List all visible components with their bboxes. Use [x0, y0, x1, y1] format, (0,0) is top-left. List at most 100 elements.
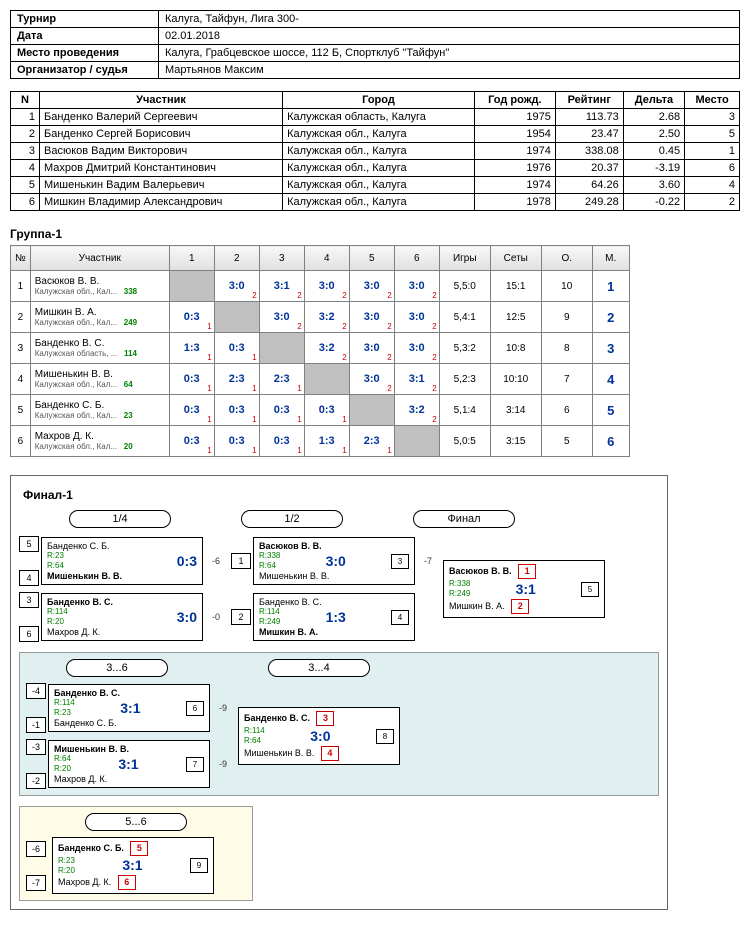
participant-city: Калужская обл., Калуга: [283, 160, 475, 177]
group-header: 2: [214, 246, 259, 271]
sets: 10:8: [490, 333, 541, 364]
delta: -0.22: [623, 194, 684, 211]
seed: 3: [19, 592, 39, 608]
match-box: Васюков В. В. 1 R:338R:249 3:1 5 Мишкин …: [443, 560, 605, 617]
info-value: Калуга, Тайфун, Лига 300-: [159, 11, 740, 28]
games: 5,2:3: [439, 364, 490, 395]
group-header: Игры: [439, 246, 490, 271]
diag-cell: [259, 333, 304, 364]
bracket-container: Финал-1 1/41/2Финал 54 Банденко С. Б. R:…: [10, 475, 668, 910]
delta: 2.50: [623, 126, 684, 143]
sets: 3:14: [490, 395, 541, 426]
group-header: 6: [394, 246, 439, 271]
score-cell: 0:31: [169, 426, 214, 457]
sets: 12:5: [490, 302, 541, 333]
participant-city: Калужская обл., Калуга: [283, 177, 475, 194]
group-player: Мишенькин В. В.Калужская обл., Кал... 64: [30, 364, 169, 395]
participant-name: Банденко Сергей Борисович: [40, 126, 283, 143]
info-label: Организатор / судья: [11, 62, 159, 79]
score-cell: 0:31: [304, 395, 349, 426]
participant-name: Мишенькин Вадим Валерьевич: [40, 177, 283, 194]
row-num: 5: [11, 177, 40, 194]
round-label: 1/2: [241, 510, 343, 528]
sets: 3:15: [490, 426, 541, 457]
place: 5: [685, 126, 740, 143]
diag-cell: [349, 395, 394, 426]
group-row-num: 6: [11, 426, 31, 457]
group-header: М.: [592, 246, 629, 271]
score-cell: 0:31: [214, 395, 259, 426]
score-cell: 0:31: [169, 395, 214, 426]
points: 8: [541, 333, 592, 364]
match-box: Банденко В. С. R:114R:23 3:1 6 Банденко …: [48, 684, 210, 733]
delta: -3.19: [623, 160, 684, 177]
rating: 249.28: [555, 194, 623, 211]
year: 1975: [474, 109, 555, 126]
rating: 113.73: [555, 109, 623, 126]
seed: -6: [26, 841, 46, 857]
seed: -7: [26, 875, 46, 891]
seed: 5: [19, 536, 39, 552]
diag-cell: [304, 364, 349, 395]
year: 1976: [474, 160, 555, 177]
info-value: Мартьянов Максим: [159, 62, 740, 79]
group-place: 5: [592, 395, 629, 426]
participant-city: Калужская обл., Калуга: [283, 126, 475, 143]
group-row-num: 3: [11, 333, 31, 364]
score-cell: 3:02: [349, 302, 394, 333]
row-num: 6: [11, 194, 40, 211]
delta: 0.45: [623, 143, 684, 160]
participant-name: Махров Дмитрий Константинович: [40, 160, 283, 177]
group-header: 1: [169, 246, 214, 271]
group-row-num: 5: [11, 395, 31, 426]
score-cell: 3:22: [304, 333, 349, 364]
info-label: Дата: [11, 28, 159, 45]
rating: 338.08: [555, 143, 623, 160]
match-box: Мишенькин В. В. R:64R:20 3:1 7 Махров Д.…: [48, 740, 210, 789]
games: 5,4:1: [439, 302, 490, 333]
group-header: 5: [349, 246, 394, 271]
group-title: Группа-1: [10, 227, 740, 241]
score-cell: 2:31: [259, 364, 304, 395]
col-header: Участник: [40, 92, 283, 109]
score-cell: 3:02: [394, 302, 439, 333]
participants-table: NУчастникГородГод рожд.РейтингДельтаМест…: [10, 91, 740, 211]
col-header: N: [11, 92, 40, 109]
seed: -1: [26, 717, 46, 733]
score-cell: 0:31: [214, 426, 259, 457]
group-player: Банденко С. Б.Калужская обл., Кал... 23: [30, 395, 169, 426]
group-header: 4: [304, 246, 349, 271]
row-num: 3: [11, 143, 40, 160]
group-player: Васюков В. В.Калужская обл., Кал... 338: [30, 271, 169, 302]
group-header: Сеты: [490, 246, 541, 271]
group-player: Банденко В. С.Калужская область, ... 114: [30, 333, 169, 364]
score-cell: 0:31: [214, 333, 259, 364]
round-label: 1/4: [69, 510, 171, 528]
participant-name: Мишкин Владимир Александрович: [40, 194, 283, 211]
score-cell: 2:31: [214, 364, 259, 395]
seed: -2: [26, 773, 46, 789]
group-row-num: 2: [11, 302, 31, 333]
score-cell: 0:31: [169, 302, 214, 333]
score-cell: 2:31: [349, 426, 394, 457]
group-row-num: 1: [11, 271, 31, 302]
group-row-num: 4: [11, 364, 31, 395]
seed: 6: [19, 626, 39, 642]
score-cell: 0:31: [259, 395, 304, 426]
match-box: Банденко В. С. R:114R:249 1:3 4 Мишкин В…: [253, 593, 415, 642]
group-header: Участник: [30, 246, 169, 271]
group-table: №Участник123456ИгрыСетыО.М.1 Васюков В. …: [10, 245, 630, 457]
group-place: 1: [592, 271, 629, 302]
points: 9: [541, 302, 592, 333]
round-label: Финал: [413, 510, 515, 528]
place: 6: [685, 160, 740, 177]
place: 2: [685, 194, 740, 211]
col-header: Год рожд.: [474, 92, 555, 109]
diag-cell: [394, 426, 439, 457]
score-cell: 3:02: [304, 271, 349, 302]
place: 4: [685, 177, 740, 194]
diag-cell: [214, 302, 259, 333]
col-header: Дельта: [623, 92, 684, 109]
rating: 20.37: [555, 160, 623, 177]
games: 5,3:2: [439, 333, 490, 364]
